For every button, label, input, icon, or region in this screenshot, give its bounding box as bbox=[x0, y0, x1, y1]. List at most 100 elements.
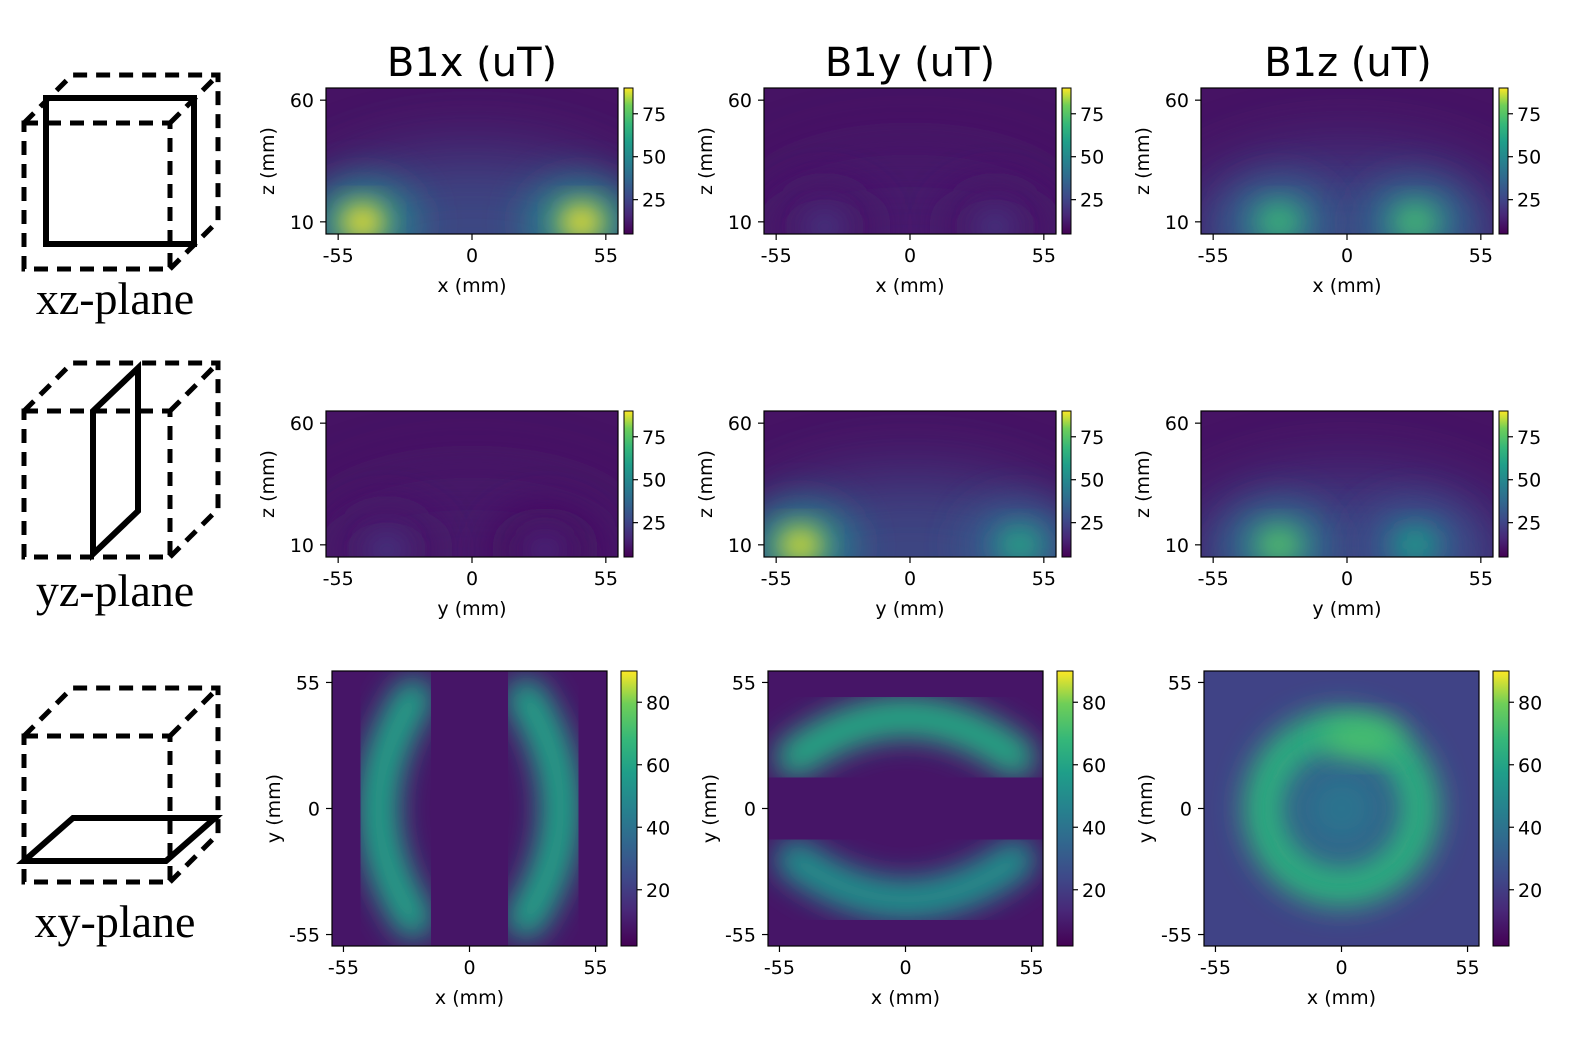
xy-plane-cube-icon bbox=[16, 685, 223, 885]
hotspot bbox=[559, 203, 604, 234]
heatmap-xy-1: -55 0 55 55 0 -55 x (mm) y (mm) 80 60 40 20 bbox=[699, 670, 1106, 1009]
column-title-b1y: B1y (uT) bbox=[825, 40, 995, 86]
heatmap-yz-2: -55 0 55 60 10 y (mm) z (mm) 75 50 25 bbox=[1132, 410, 1541, 620]
colorbar-tick-label: 20 bbox=[1518, 880, 1542, 902]
y-axis-label: z (mm) bbox=[257, 450, 279, 518]
hotspot bbox=[1256, 526, 1301, 557]
x-axis-label: y (mm) bbox=[437, 598, 506, 620]
colorbar-tick-label: 40 bbox=[646, 817, 670, 839]
colorbar-tick-label: 80 bbox=[646, 692, 670, 714]
x-tick-label: 55 bbox=[583, 957, 607, 979]
hotspot bbox=[778, 526, 823, 557]
colorbar-tick-label: 60 bbox=[1082, 755, 1106, 777]
hotspot bbox=[364, 531, 409, 557]
y-axis-label: z (mm) bbox=[695, 450, 717, 518]
y-axis-label: y (mm) bbox=[263, 774, 285, 843]
hotspot bbox=[1256, 203, 1301, 234]
x-axis-label: x (mm) bbox=[1307, 987, 1376, 1009]
y-axis-label: z (mm) bbox=[1132, 127, 1154, 195]
colorbar bbox=[1056, 670, 1074, 947]
hotspot bbox=[997, 526, 1042, 557]
x-axis-label: x (mm) bbox=[871, 987, 940, 1009]
heatmap-xz-0: -55 0 55 60 10 x (mm) z (mm) 75 50 25 bbox=[257, 87, 666, 297]
colorbar bbox=[1061, 410, 1072, 558]
y-tick-label: 10 bbox=[728, 212, 752, 234]
colorbar bbox=[623, 87, 634, 235]
y-tick-label: 10 bbox=[290, 535, 314, 557]
colorbar-tick-label: 75 bbox=[1080, 427, 1104, 449]
colorbar bbox=[1498, 87, 1509, 235]
colorbar-tick-label: 25 bbox=[642, 513, 666, 535]
colorbar bbox=[623, 410, 634, 558]
colorbar-tick-label: 40 bbox=[1518, 817, 1542, 839]
x-tick-label: 0 bbox=[1341, 245, 1353, 267]
colorbar-tick-label: 50 bbox=[1080, 470, 1104, 492]
x-tick-label: 0 bbox=[904, 568, 916, 590]
colorbar-tick-label: 75 bbox=[642, 427, 666, 449]
colorbar-tick-label: 25 bbox=[642, 190, 666, 212]
row-label-xy-plane: xy-plane bbox=[35, 896, 196, 947]
y-tick-label: 60 bbox=[1165, 413, 1189, 435]
colorbar-tick-label: 50 bbox=[1080, 147, 1104, 169]
yz-plane-cube-icon bbox=[21, 360, 221, 562]
colorbar-tick-label: 75 bbox=[642, 104, 666, 126]
heatmap-yz-1: -55 0 55 60 10 y (mm) z (mm) 75 50 25 bbox=[695, 410, 1104, 620]
hotspot bbox=[973, 208, 1018, 234]
y-tick-label: 60 bbox=[728, 90, 752, 112]
x-axis-label: x (mm) bbox=[437, 275, 506, 297]
x-axis-label: x (mm) bbox=[435, 987, 504, 1009]
hotspot bbox=[523, 531, 567, 557]
x-tick-label: 55 bbox=[1469, 568, 1493, 590]
x-tick-label: 0 bbox=[899, 957, 911, 979]
y-tick-label: 60 bbox=[1165, 90, 1189, 112]
x-axis-label: y (mm) bbox=[875, 598, 944, 620]
x-tick-label: 55 bbox=[1455, 957, 1479, 979]
colorbar bbox=[1061, 87, 1072, 235]
y-tick-label: 10 bbox=[728, 535, 752, 557]
colorbar-tick-label: 75 bbox=[1517, 427, 1541, 449]
colorbar-tick-label: 50 bbox=[642, 147, 666, 169]
y-tick-label: 55 bbox=[296, 672, 320, 694]
x-tick-label: -55 bbox=[761, 245, 792, 267]
colorbar bbox=[1492, 670, 1510, 947]
column-title-b1z: B1z (uT) bbox=[1264, 40, 1432, 86]
y-tick-label: 0 bbox=[744, 799, 756, 821]
y-tick-label: 60 bbox=[290, 90, 314, 112]
colorbar-tick-label: 60 bbox=[646, 755, 670, 777]
y-axis-label: z (mm) bbox=[695, 127, 717, 195]
y-tick-label: -55 bbox=[289, 925, 320, 947]
y-tick-label: 55 bbox=[1168, 672, 1192, 694]
x-tick-label: 55 bbox=[1469, 245, 1493, 267]
heatmap-xy-0: -55 0 55 55 0 -55 x (mm) y (mm) 80 60 40 20 bbox=[263, 670, 670, 1009]
x-tick-label: -55 bbox=[1198, 245, 1229, 267]
hotspot bbox=[1393, 526, 1438, 557]
y-axis-label: y (mm) bbox=[1135, 774, 1157, 843]
y-tick-label: 10 bbox=[290, 212, 314, 234]
y-tick-label: 60 bbox=[290, 413, 314, 435]
y-tick-label: 0 bbox=[1180, 799, 1192, 821]
colorbar-tick-label: 50 bbox=[1517, 470, 1541, 492]
x-axis-label: x (mm) bbox=[875, 275, 944, 297]
colorbar-tick-label: 75 bbox=[1080, 104, 1104, 126]
colorbar-tick-label: 25 bbox=[1517, 513, 1541, 535]
x-tick-label: -55 bbox=[323, 245, 354, 267]
x-tick-label: 0 bbox=[466, 568, 478, 590]
field-arc bbox=[774, 838, 1037, 921]
heatmap-xy-2: -55 0 55 55 0 -55 x (mm) y (mm) 80 60 40 20 bbox=[1135, 670, 1542, 1009]
xz-plane-cube-icon bbox=[21, 72, 221, 272]
x-tick-label: 0 bbox=[1335, 957, 1347, 979]
colorbar bbox=[620, 670, 638, 947]
colorbar-tick-label: 25 bbox=[1517, 190, 1541, 212]
heatmap-xz-2: -55 0 55 60 10 x (mm) z (mm) 75 50 25 bbox=[1132, 87, 1541, 297]
x-tick-label: -55 bbox=[328, 957, 359, 979]
x-tick-label: -55 bbox=[764, 957, 795, 979]
y-axis-label: z (mm) bbox=[257, 127, 279, 195]
x-tick-label: 0 bbox=[1341, 568, 1353, 590]
y-tick-label: 55 bbox=[732, 672, 756, 694]
x-tick-label: 55 bbox=[1032, 568, 1056, 590]
heatmap-yz-0: -55 0 55 60 10 y (mm) z (mm) 75 50 25 bbox=[257, 410, 666, 620]
heatmap-grid: -55 0 55 60 10 x (mm) z (mm) 75 50 25 -55 0 55 60 10 x … bbox=[257, 87, 1542, 1009]
y-axis-label: z (mm) bbox=[1132, 450, 1154, 518]
colorbar-tick-label: 40 bbox=[1082, 817, 1106, 839]
